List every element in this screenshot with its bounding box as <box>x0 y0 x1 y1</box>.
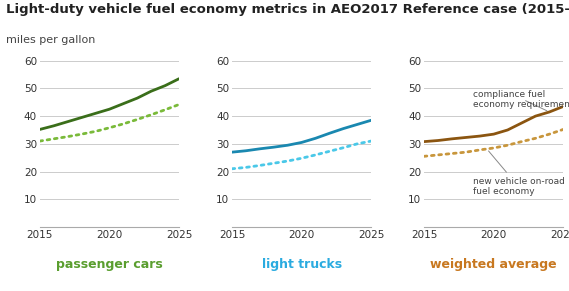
Text: light trucks: light trucks <box>262 258 341 272</box>
Text: new vehicle on-road
fuel economy: new vehicle on-road fuel economy <box>473 151 564 196</box>
Text: compliance fuel
economy requirement: compliance fuel economy requirement <box>473 90 569 111</box>
Text: miles per gallon: miles per gallon <box>6 35 95 45</box>
Text: weighted average: weighted average <box>430 258 557 272</box>
Text: passenger cars: passenger cars <box>56 258 163 272</box>
Text: Light-duty vehicle fuel economy metrics in AEO2017 Reference case (2015-2025): Light-duty vehicle fuel economy metrics … <box>6 3 569 16</box>
